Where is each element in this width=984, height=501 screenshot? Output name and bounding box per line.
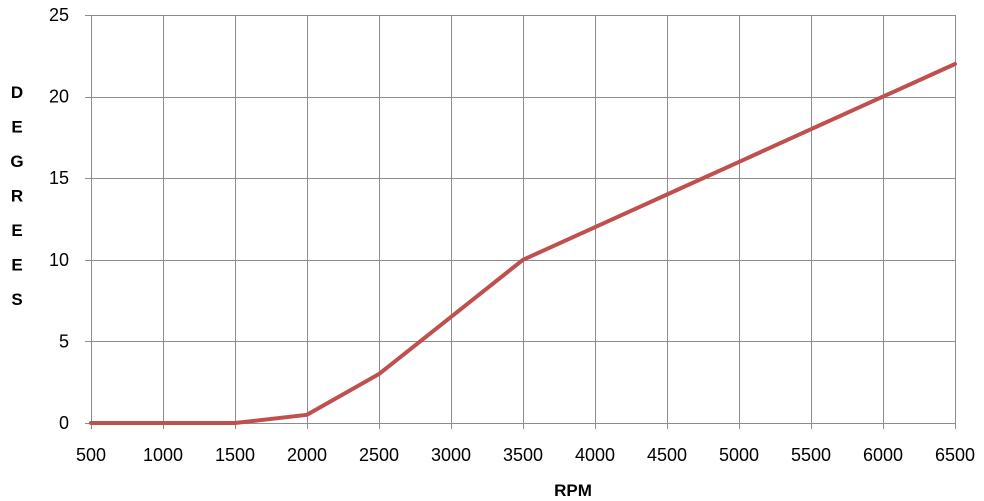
y-tick-label: 25	[49, 5, 69, 25]
x-tick-label: 4000	[575, 445, 615, 465]
x-tick-label: 6000	[863, 445, 903, 465]
y-tick-label: 0	[59, 413, 69, 433]
series-line	[89, 62, 957, 425]
x-tick-label: 500	[76, 445, 106, 465]
y-tick-label: 20	[49, 87, 69, 107]
y-tick-label: 10	[49, 250, 69, 270]
x-tick-label: 5000	[719, 445, 759, 465]
x-tick-labels: 500 1000 1500 2000 2500 3000 3500 4000 4500 5000 5…	[76, 445, 975, 465]
grid	[85, 15, 956, 424]
y-axis-title-letter: D	[11, 83, 23, 102]
x-tick-label: 5500	[791, 445, 831, 465]
y-axis-title-letter: G	[10, 152, 23, 171]
x-tick-label: 2500	[359, 445, 399, 465]
x-tick-label: 4500	[647, 445, 687, 465]
y-axis-title-letter: E	[11, 221, 22, 240]
x-tick-label: 3500	[503, 445, 543, 465]
y-axis-title-letter: E	[11, 256, 22, 275]
series-lines	[89, 62, 957, 425]
x-tick-label: 1000	[143, 445, 183, 465]
x-tick-label: 3000	[431, 445, 471, 465]
y-tick-label: 5	[59, 331, 69, 351]
y-axis-title-letter: R	[11, 187, 23, 206]
x-tick-label: 6500	[935, 445, 975, 465]
x-axis-title: RPM	[554, 481, 592, 500]
x-tick-label: 1500	[215, 445, 255, 465]
y-axis-title-letter: E	[11, 118, 22, 137]
y-axis-title-letter: S	[11, 290, 22, 309]
y-tick-labels: 0 5 10 15 20 25	[49, 5, 69, 433]
y-tick-label: 15	[49, 168, 69, 188]
x-tick-label: 2000	[287, 445, 327, 465]
